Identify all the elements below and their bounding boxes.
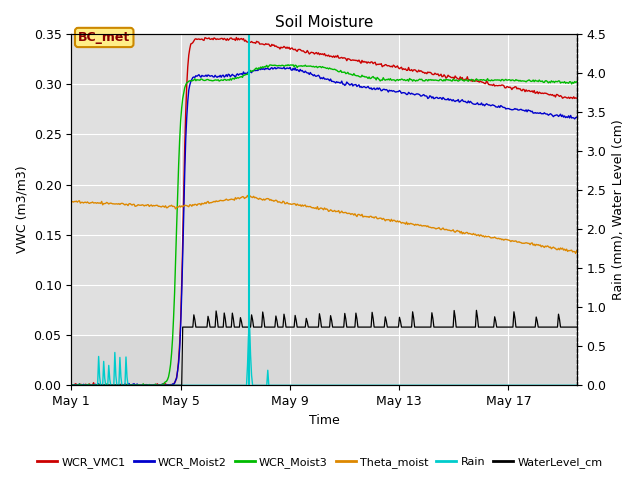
- Text: BC_met: BC_met: [78, 31, 131, 44]
- Y-axis label: Rain (mm), Water Level (cm): Rain (mm), Water Level (cm): [612, 119, 625, 300]
- Legend: WCR_VMC1, WCR_Moist2, WCR_Moist3, Theta_moist, Rain, WaterLevel_cm: WCR_VMC1, WCR_Moist2, WCR_Moist3, Theta_…: [33, 452, 607, 472]
- Bar: [71, 34, 577, 335]
- X-axis label: Time: Time: [308, 414, 339, 427]
- Y-axis label: VWC (m3/m3): VWC (m3/m3): [15, 166, 28, 253]
- Title: Soil Moisture: Soil Moisture: [275, 15, 373, 30]
